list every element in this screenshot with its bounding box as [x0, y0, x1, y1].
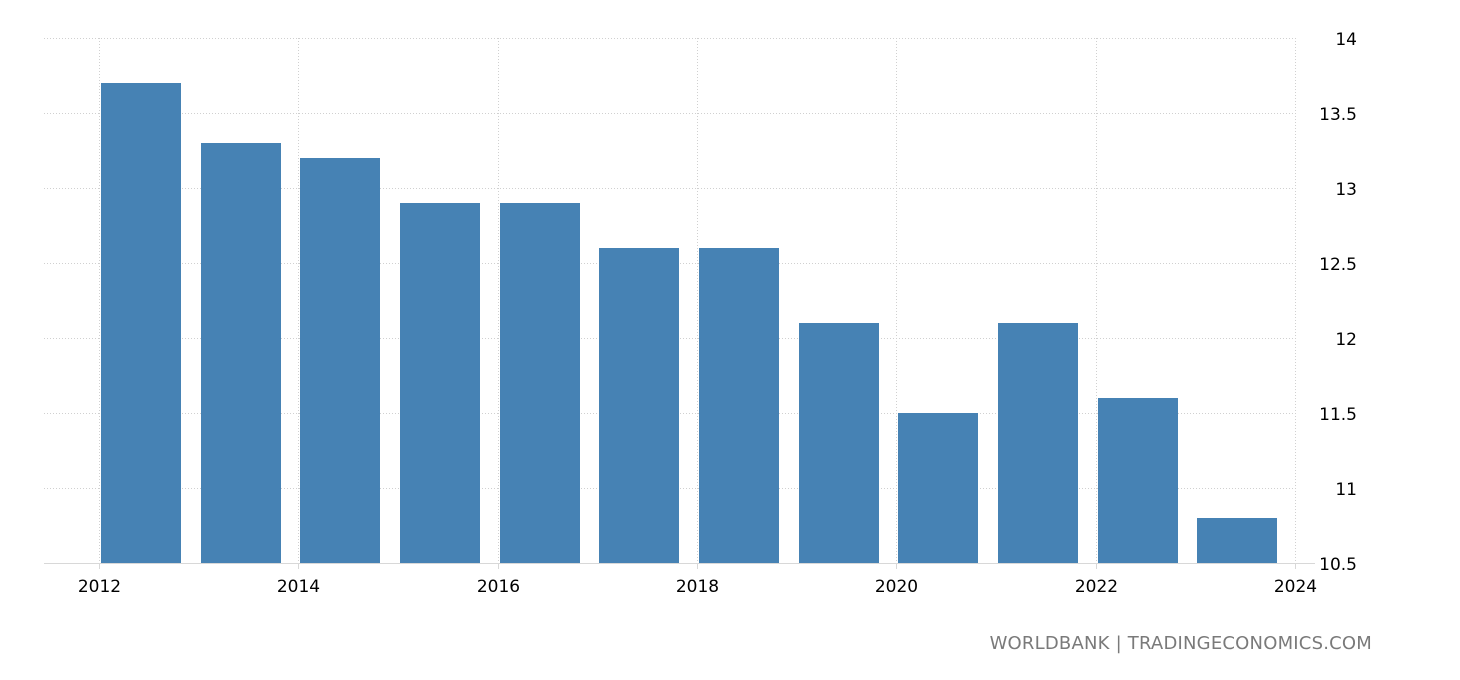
x-tick-label-6: 2024 — [1274, 577, 1317, 597]
x-tick-label-1: 2014 — [277, 577, 320, 597]
x-tick-label-3: 2018 — [676, 577, 719, 597]
y-tick-label-3: 12.5 — [1319, 255, 1357, 275]
bar-2021 — [998, 323, 1078, 563]
y-tick-label-5: 11.5 — [1319, 405, 1357, 425]
axes — [44, 563, 1315, 569]
bar-2017 — [599, 248, 679, 563]
tick-labels: 2012 2014 2016 2018 2020 2022 2024 14 13.5 13 12.5… — [78, 30, 1357, 597]
grid-lines — [44, 38, 1296, 564]
x-tick-label-5: 2022 — [1075, 577, 1118, 597]
y-tick-label-6: 11 — [1335, 480, 1357, 500]
bar-2016 — [500, 203, 580, 563]
source-credit: WORLDBANK | TRADINGECONOMICS.COM — [989, 633, 1372, 654]
bar-2023 — [1197, 518, 1277, 563]
bar-2022 — [1098, 398, 1178, 563]
x-tick-label-4: 2020 — [875, 577, 918, 597]
bars — [101, 83, 1277, 563]
y-tick-label-1: 13.5 — [1319, 105, 1357, 125]
bar-2014 — [300, 158, 380, 563]
x-tick-label-0: 2012 — [78, 577, 121, 597]
y-tick-label-7: 10.5 — [1319, 555, 1357, 575]
bar-2020 — [898, 413, 978, 563]
bar-2019 — [799, 323, 879, 563]
bar-2015 — [400, 203, 480, 563]
y-tick-label-2: 13 — [1335, 180, 1357, 200]
bar-2013 — [201, 143, 281, 563]
bar-2018 — [699, 248, 779, 563]
x-tick-label-2: 2016 — [477, 577, 520, 597]
bar-2012 — [101, 83, 181, 563]
y-tick-label-0: 14 — [1335, 30, 1357, 50]
y-tick-label-4: 12 — [1335, 330, 1357, 350]
